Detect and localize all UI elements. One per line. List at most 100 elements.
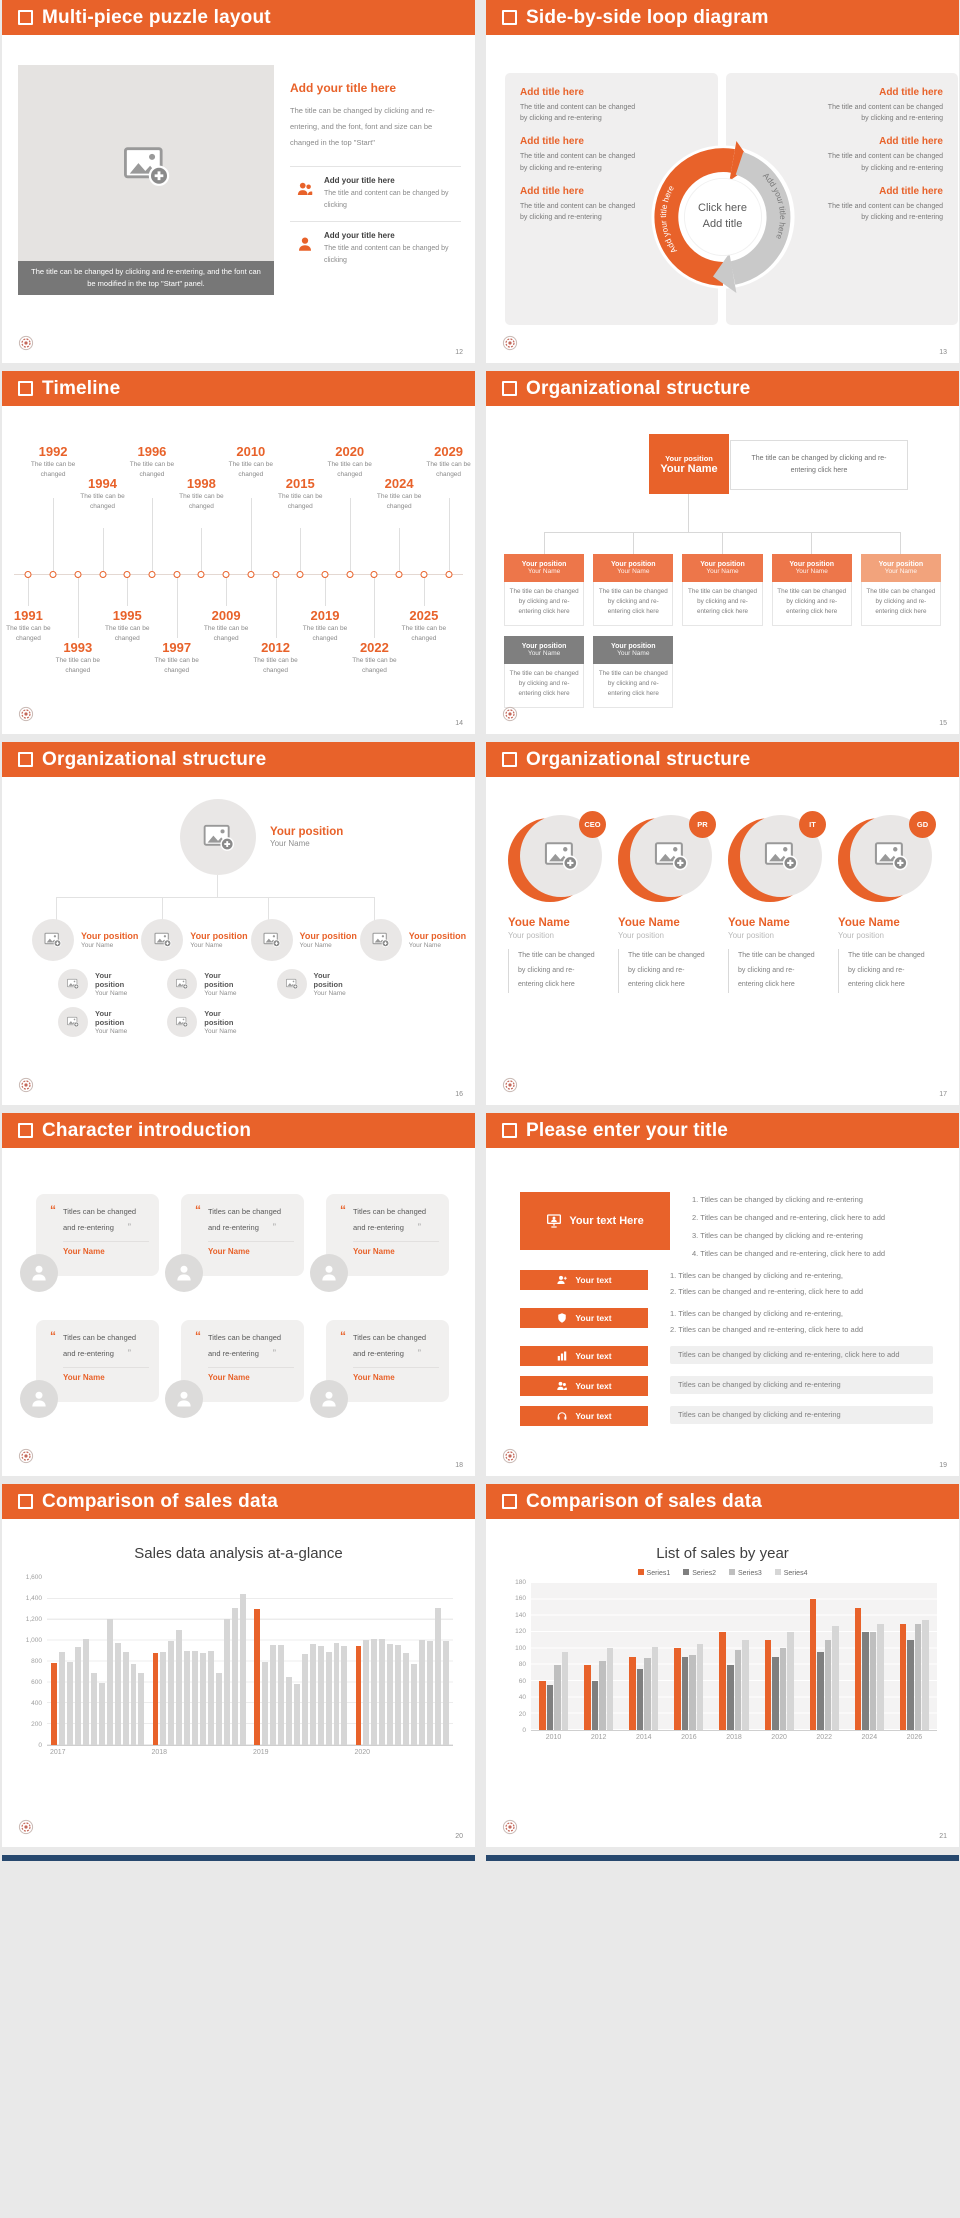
org-level3-node[interactable]: Your position Your Name The title can be… [504,636,585,708]
slide-please-enter-your-title[interactable]: Please enter your title Your text Here 1… [486,1113,959,1476]
quote-card[interactable]: “ Titles can be changed and re-entering”… [310,1320,449,1418]
x-tick-label: 2026 [906,1734,923,1741]
bar [419,1639,426,1745]
text-button[interactable]: Your text Here [520,1192,670,1250]
member-note: The title can be changed by clicking and… [618,949,706,994]
image-caption: The title can be changed by clicking and… [18,261,274,295]
timeline-caption: The title can be changed [203,625,249,642]
org-root-node[interactable]: Your position Your Name [649,434,729,494]
org-level3-node[interactable]: Your position Your Name The title can be… [593,636,674,708]
person-avatar-icon [20,1254,58,1292]
slide-organizational-structure-badges[interactable]: Organizational structure CEO Youe Name Y… [486,742,959,1105]
slide-character-introduction[interactable]: Character introduction “ Titles can be c… [2,1113,475,1476]
bar [341,1645,348,1745]
photo-placeholder-icon[interactable] [167,1007,198,1037]
bar [363,1639,370,1745]
member-card[interactable]: GD Youe Name Your position The title can… [838,811,937,1105]
org-node[interactable]: Your position Your Name The title can be… [682,554,763,708]
slide-side-by-side-loop-diagram[interactable]: Side-by-side loop diagram Add title here… [486,0,959,363]
org-node[interactable]: Your position Your Name The title can be… [860,554,942,708]
connector-line [688,494,689,532]
slide-multi-piece-puzzle-layout[interactable]: Multi-piece puzzle layout The title can … [2,0,475,363]
slide-organizational-structure-boxes[interactable]: Organizational structure Your position Y… [486,371,959,734]
role-badge: PR [689,811,716,838]
member-card[interactable]: IT Youe Name Your position The title can… [728,811,827,1105]
photo-placeholder-icon[interactable] [359,919,402,961]
timeline-event: 2022 The title can be changed [352,406,397,734]
loop-arrows-graphic: Add your title here Add your title here [650,141,795,293]
text-row: Your text Here 1. Titles can be changed … [520,1192,933,1260]
member-note: The title can be changed by clicking and… [728,949,816,994]
org-node[interactable]: Your position Your Name The title can be… [593,554,674,708]
text-button[interactable]: Your text [520,1270,648,1290]
photo-placeholder-icon[interactable] [167,969,198,999]
org-subnode[interactable]: Your position Your Name [276,969,360,999]
page-number: 16 [455,1091,463,1098]
org-subnode[interactable]: Your position Your Name [167,1007,250,1037]
bar [122,1652,129,1745]
quote-text: Titles can be changed and re-entering [208,1333,282,1358]
org-subnode[interactable]: Your position Your Name [58,969,141,999]
org-node-note: The title can be changed by clicking and… [593,664,674,708]
bar [130,1663,137,1745]
text-button[interactable]: Your text [520,1406,648,1426]
member-name: Youe Name [728,917,790,929]
org-node[interactable]: Your position Your Name [32,919,141,961]
section-title: Add title here [520,136,584,148]
bar [696,1644,704,1730]
gray-arrowhead [712,253,736,293]
photo-placeholder-icon[interactable] [180,799,256,875]
photo-placeholder-icon[interactable] [250,919,293,961]
quote-card[interactable]: “ Titles can be changed and re-entering”… [165,1194,304,1292]
org-node-note: The title can be changed by clicking and… [504,582,585,626]
photo-placeholder-icon[interactable] [141,919,184,961]
org-node[interactable]: Your position Your Name [141,919,250,961]
photo-placeholder-icon[interactable] [32,919,74,961]
slide-organizational-structure-photos[interactable]: Organizational structure Your position Y… [2,742,475,1105]
member-position: Your position [728,931,774,940]
timeline-dot [49,571,57,578]
org-subnode[interactable]: Your position Your Name [167,969,250,999]
loop-center-label[interactable]: Click here Add title [698,202,747,230]
org-node[interactable]: Your position Your Name [250,919,360,961]
quote-card[interactable]: “ Titles can be changed and re-entering”… [310,1194,449,1292]
bar [824,1640,832,1730]
line-list: Titles can be changed by clicking and re… [670,1406,933,1424]
photo-placeholder-icon[interactable] [58,1007,88,1037]
line-list: 1. Titles can be changed by clicking and… [692,1192,933,1260]
loop-text-section: Add title here The title and content can… [825,186,943,223]
member-card[interactable]: PR Youe Name Your position The title can… [618,811,717,1105]
add-image-icon[interactable] [120,140,172,192]
org-node[interactable]: Your position Your Name [359,919,469,961]
member-note: The title can be changed by clicking and… [838,949,926,994]
list-line: 1. Titles can be changed by clicking and… [670,1271,844,1280]
quote-card[interactable]: “ Titles can be changed and re-entering”… [20,1194,159,1292]
photo-placeholder-icon[interactable] [520,815,602,897]
photo-placeholder-icon[interactable] [58,969,88,999]
slide-comparison-of-sales-data-1[interactable]: Comparison of sales data Sales data anal… [2,1484,475,1847]
bar [200,1653,207,1745]
text-button[interactable]: Your text [520,1308,648,1328]
brand-logo-glyph [502,706,518,722]
text-button[interactable]: Your text [520,1346,648,1366]
quote-card[interactable]: “ Titles can be changed and re-entering”… [165,1320,304,1418]
photo-placeholder-icon[interactable] [276,969,307,999]
slide-comparison-of-sales-data-2[interactable]: Comparison of sales data List of sales b… [486,1484,959,1847]
y-axis: 1,600 1,400 1,200 1,000 800 600 400 200 0 [25,1574,42,1749]
org-node-note: The title can be changed by clicking and… [860,582,942,626]
slide-timeline[interactable]: Timeline 1991 The title can be changed [2,371,475,734]
text-button[interactable]: Your text [520,1376,648,1396]
headset-icon [556,1410,568,1422]
chart-title: List of sales by year [656,1545,789,1562]
timeline-caption: The title can be changed [55,657,101,674]
org-branch: Your position Your Name [32,919,141,1037]
org-node[interactable]: Your position Your Name The title can be… [771,554,852,708]
quote-card[interactable]: “ Titles can be changed and re-entering”… [20,1320,159,1418]
list-line: 3. Titles can be changed by clicking and… [692,1231,863,1240]
org-subnode[interactable]: Your position Your Name [58,1007,141,1037]
feature-title: Add your title here [324,176,395,186]
org-root-node[interactable]: Your position Your Name [180,799,343,875]
member-card[interactable]: CEO Youe Name Your position The title ca… [508,811,607,1105]
org-node[interactable]: Your position Your Name The title can be… [504,554,585,708]
image-placeholder[interactable]: The title can be changed by clicking and… [18,65,274,295]
